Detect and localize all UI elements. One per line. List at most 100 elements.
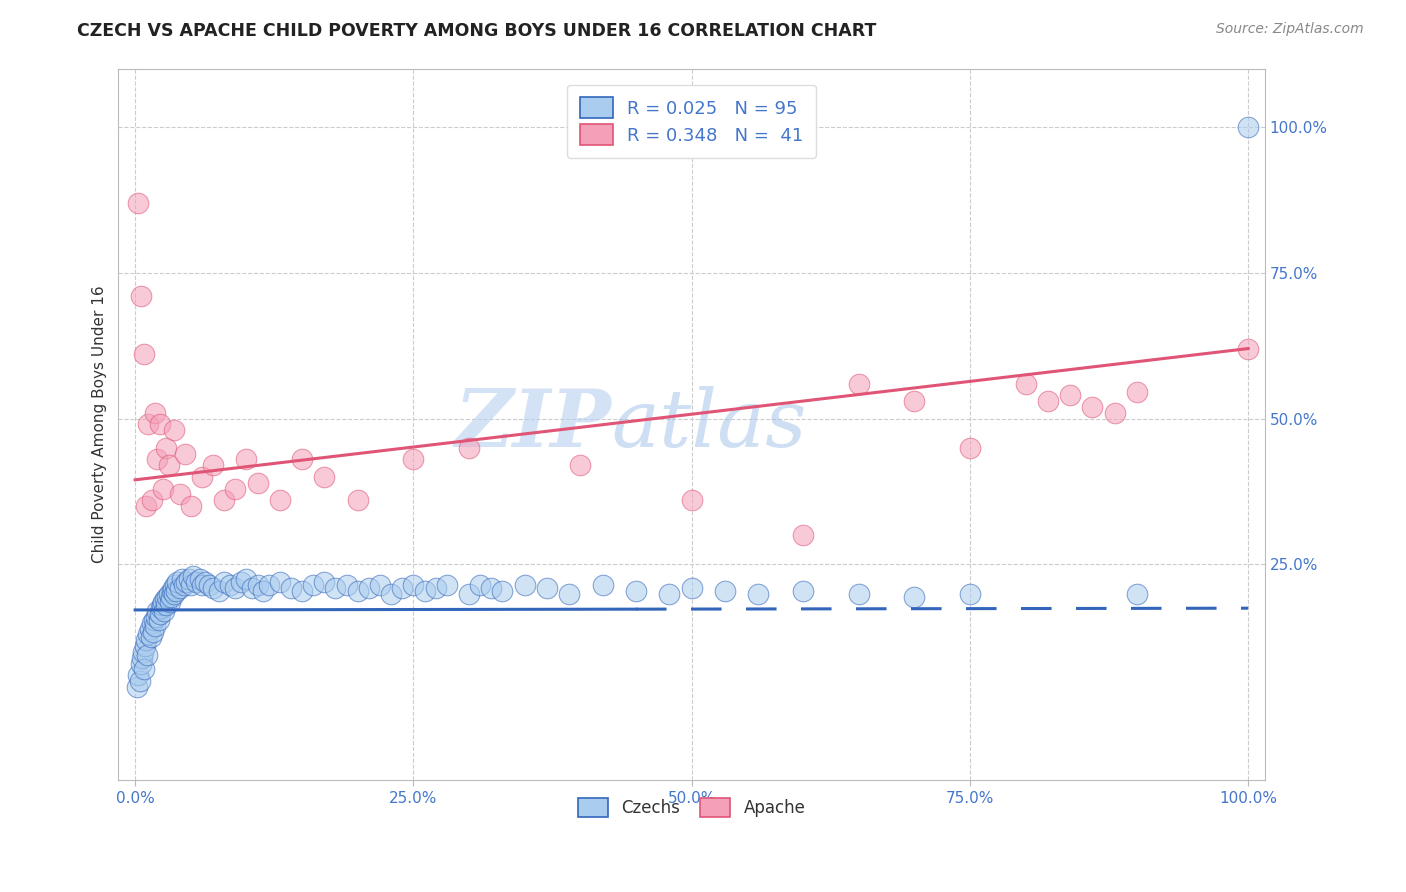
- Point: [159, 595, 181, 609]
- Legend: Czechs, Apache: Czechs, Apache: [569, 789, 814, 825]
- Point: [170, 572, 193, 586]
- Point: [280, 581, 302, 595]
- Point: [127, 668, 149, 682]
- Point: [146, 604, 169, 618]
- Point: [425, 581, 447, 595]
- Point: [169, 487, 191, 501]
- Point: [224, 482, 246, 496]
- Point: [174, 446, 197, 460]
- Point: [163, 423, 186, 437]
- Point: [1104, 406, 1126, 420]
- Point: [269, 574, 291, 589]
- Point: [1237, 342, 1260, 356]
- Point: [129, 657, 152, 671]
- Point: [143, 618, 166, 632]
- Point: [138, 417, 160, 432]
- Point: [269, 493, 291, 508]
- Point: [1081, 400, 1104, 414]
- Point: [149, 601, 172, 615]
- Point: [129, 289, 152, 303]
- Point: [131, 650, 153, 665]
- Point: [325, 581, 347, 595]
- Point: [1126, 385, 1149, 400]
- Point: [959, 586, 981, 600]
- Point: [135, 499, 157, 513]
- Point: [491, 583, 513, 598]
- Point: [191, 578, 214, 592]
- Point: [180, 578, 202, 592]
- Point: [246, 475, 269, 490]
- Point: [141, 615, 163, 630]
- Point: [135, 633, 157, 648]
- Point: [212, 574, 235, 589]
- Point: [202, 581, 225, 595]
- Point: [153, 592, 176, 607]
- Point: [458, 586, 481, 600]
- Point: [134, 639, 156, 653]
- Point: [149, 417, 172, 432]
- Point: [157, 458, 180, 473]
- Point: [150, 599, 173, 613]
- Point: [145, 610, 167, 624]
- Point: [1014, 376, 1036, 391]
- Point: [212, 493, 235, 508]
- Point: [592, 578, 614, 592]
- Point: [143, 613, 166, 627]
- Point: [191, 470, 214, 484]
- Point: [402, 452, 425, 467]
- Point: [127, 195, 149, 210]
- Point: [235, 452, 257, 467]
- Point: [624, 583, 647, 598]
- Text: atlas: atlas: [612, 385, 807, 463]
- Text: CZECH VS APACHE CHILD POVERTY AMONG BOYS UNDER 16 CORRELATION CHART: CZECH VS APACHE CHILD POVERTY AMONG BOYS…: [77, 22, 877, 40]
- Point: [229, 574, 252, 589]
- Point: [194, 574, 217, 589]
- Point: [165, 578, 187, 592]
- Point: [714, 583, 737, 598]
- Point: [207, 583, 229, 598]
- Point: [141, 493, 163, 508]
- Point: [149, 607, 172, 621]
- Point: [569, 458, 592, 473]
- Point: [1126, 586, 1149, 600]
- Point: [240, 581, 263, 595]
- Point: [197, 578, 219, 592]
- Point: [136, 648, 159, 662]
- Point: [176, 574, 198, 589]
- Point: [138, 622, 160, 636]
- Point: [413, 583, 436, 598]
- Point: [1059, 388, 1081, 402]
- Point: [218, 578, 240, 592]
- Point: [346, 583, 368, 598]
- Point: [155, 599, 177, 613]
- Point: [155, 441, 177, 455]
- Point: [302, 578, 325, 592]
- Point: [314, 574, 336, 589]
- Point: [291, 452, 314, 467]
- Point: [380, 586, 402, 600]
- Point: [166, 574, 188, 589]
- Point: [128, 674, 150, 689]
- Point: [235, 572, 257, 586]
- Point: [152, 595, 174, 609]
- Point: [368, 578, 391, 592]
- Point: [180, 499, 202, 513]
- Point: [152, 482, 174, 496]
- Point: [558, 586, 581, 600]
- Point: [479, 581, 502, 595]
- Point: [681, 493, 703, 508]
- Point: [139, 631, 162, 645]
- Point: [470, 578, 492, 592]
- Point: [142, 624, 165, 639]
- Point: [127, 680, 149, 694]
- Point: [792, 528, 814, 542]
- Point: [181, 569, 204, 583]
- Point: [458, 441, 481, 455]
- Point: [246, 578, 269, 592]
- Point: [792, 583, 814, 598]
- Point: [903, 590, 925, 604]
- Point: [157, 586, 180, 600]
- Point: [436, 578, 458, 592]
- Point: [163, 586, 186, 600]
- Point: [169, 581, 191, 595]
